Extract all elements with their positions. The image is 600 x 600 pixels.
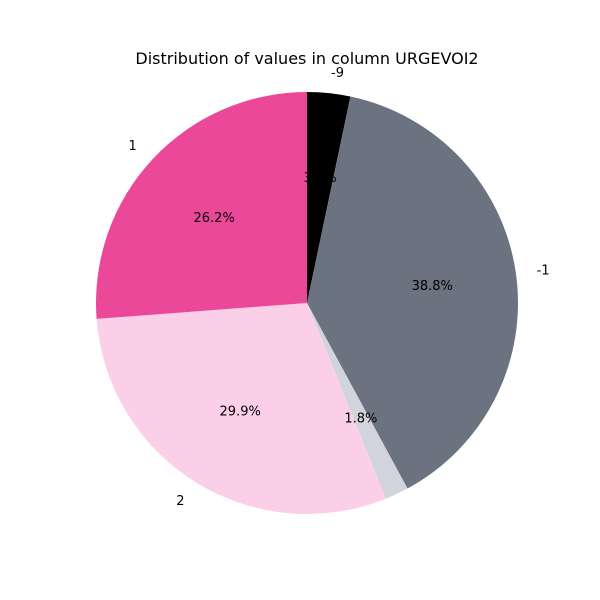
pie-slice [307,92,351,303]
slice-category-label: 1 [129,139,137,154]
pie-slice [96,92,308,319]
chart-title: Distribution of values in column URGEVOI… [135,49,478,68]
slice-percent-label: 38.8% [412,279,453,294]
pie-slice [96,303,386,514]
slice-category-label: 2 [176,494,184,509]
slice-percent-label: 29.9% [220,405,261,420]
pie-slices [96,92,518,514]
slice-percent-label: 3.3% [304,171,337,186]
slice-category-label: -9 [331,66,344,81]
slice-percent-label: 26.2% [194,211,235,226]
slice-percent-label: 1.8% [344,412,377,427]
pie-labels: 3.3% -9 38.8% -1 1.8% 29.9% 2 26.2% 1 [129,66,550,509]
slice-category-label: -1 [537,264,550,279]
pie-slice [307,303,408,499]
pie-slice [307,96,518,489]
